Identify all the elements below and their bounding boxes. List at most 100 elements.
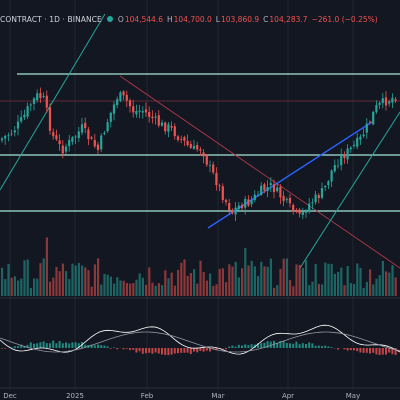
macd-histogram-bar xyxy=(205,348,208,351)
market-status-dot xyxy=(106,16,113,22)
candles xyxy=(0,87,397,221)
macd-histogram-bar xyxy=(356,348,359,352)
macd-histogram-bar xyxy=(109,348,112,349)
candle-body xyxy=(103,132,106,135)
candle-body xyxy=(55,135,58,140)
volume-bar xyxy=(330,263,333,296)
volume-bar xyxy=(81,265,84,296)
macd-histogram-bar xyxy=(173,348,176,354)
volume-bar xyxy=(225,282,228,296)
macd-histogram-bar xyxy=(113,347,115,348)
volume-bar xyxy=(279,268,282,296)
candle-body xyxy=(0,138,4,141)
volume-bar xyxy=(199,260,202,296)
macd-histogram-bar xyxy=(29,342,32,348)
candle-body xyxy=(109,112,112,122)
macd-histogram-bar xyxy=(177,348,179,354)
time-axis-label: 2025 xyxy=(66,392,84,400)
candle-body xyxy=(164,122,167,132)
candle-body xyxy=(42,96,45,97)
candle-body xyxy=(122,91,125,96)
high-label: H xyxy=(166,14,173,24)
macd-histogram-bar xyxy=(225,348,227,350)
volume-bar xyxy=(196,283,199,296)
macd-histogram-bar xyxy=(327,346,330,348)
macd-histogram-bar xyxy=(26,344,29,348)
macd-histogram-bar xyxy=(298,344,301,348)
macd-histogram-bar xyxy=(353,348,355,351)
time-axis-label: Mar xyxy=(211,392,224,400)
volume-bar xyxy=(301,268,304,296)
macd-histogram-bar xyxy=(170,348,173,355)
candle-body xyxy=(116,99,119,106)
candle-body xyxy=(52,132,55,137)
candle-body xyxy=(125,94,128,101)
volume-bar xyxy=(346,266,349,296)
candle-body xyxy=(311,202,314,204)
macd-histogram-bar xyxy=(260,343,263,348)
candle-body xyxy=(93,140,96,147)
macd-histogram-bar xyxy=(234,346,237,348)
macd-histogram-bar xyxy=(311,343,314,348)
candle-body xyxy=(378,102,381,105)
volume-bar xyxy=(324,262,327,296)
macd-histogram-bar xyxy=(71,342,74,348)
candle-body xyxy=(183,137,186,141)
volume-bar xyxy=(365,281,368,296)
time-axis-label: Feb xyxy=(141,392,154,400)
candle-body xyxy=(196,144,199,150)
macd-histogram-bar xyxy=(122,348,125,350)
candle-body xyxy=(170,125,173,128)
candle-body xyxy=(148,111,151,117)
macd-histogram-bar xyxy=(244,344,247,348)
candle-body xyxy=(279,186,282,198)
candle-body xyxy=(135,110,138,115)
candle-body xyxy=(208,165,212,166)
candle-body xyxy=(231,209,234,213)
candle-body xyxy=(240,204,244,209)
macd-histogram-bar xyxy=(13,346,16,348)
candle-body xyxy=(292,204,295,212)
volume-bar xyxy=(394,277,397,296)
candle-body xyxy=(288,197,292,204)
candle-body xyxy=(199,149,202,151)
candle-body xyxy=(96,144,100,150)
volume-bar xyxy=(58,271,61,296)
volume-bar xyxy=(164,270,167,296)
volume-bar xyxy=(362,287,365,296)
volume-bar xyxy=(221,268,224,296)
macd-line xyxy=(0,324,400,355)
candle-body xyxy=(381,98,384,104)
macd-histogram-bar xyxy=(42,341,45,348)
volume-bar xyxy=(314,264,317,296)
candle-body xyxy=(7,135,10,137)
volume-bar xyxy=(141,277,144,296)
macd-histogram-bar xyxy=(301,343,304,348)
volume-bar xyxy=(385,271,388,296)
macd-histogram-bar xyxy=(58,341,61,348)
volume-bar xyxy=(29,287,32,296)
macd-histogram-bar xyxy=(394,348,397,355)
candle-body xyxy=(189,144,192,148)
volume-bar xyxy=(218,268,221,296)
candle-body xyxy=(260,185,263,195)
candle-body xyxy=(58,140,61,145)
candle-body xyxy=(48,107,52,131)
macd-histogram-bar xyxy=(388,348,391,353)
volume-bar xyxy=(55,266,58,296)
macd-histogram-bar xyxy=(375,348,378,355)
macd-histogram-bar xyxy=(305,344,307,348)
volume-bar xyxy=(49,281,52,296)
macd-histogram-bar xyxy=(77,343,80,348)
macd-histogram-bar xyxy=(186,348,189,353)
macd-histogram-bar xyxy=(276,343,279,348)
volume-bar xyxy=(68,279,71,296)
candle-body xyxy=(349,147,352,150)
drawing-lines[interactable] xyxy=(0,13,400,269)
volume-bar xyxy=(295,264,298,296)
candle-body xyxy=(84,122,87,129)
volume-bar xyxy=(241,268,244,296)
macd-histogram-bar xyxy=(250,344,253,348)
